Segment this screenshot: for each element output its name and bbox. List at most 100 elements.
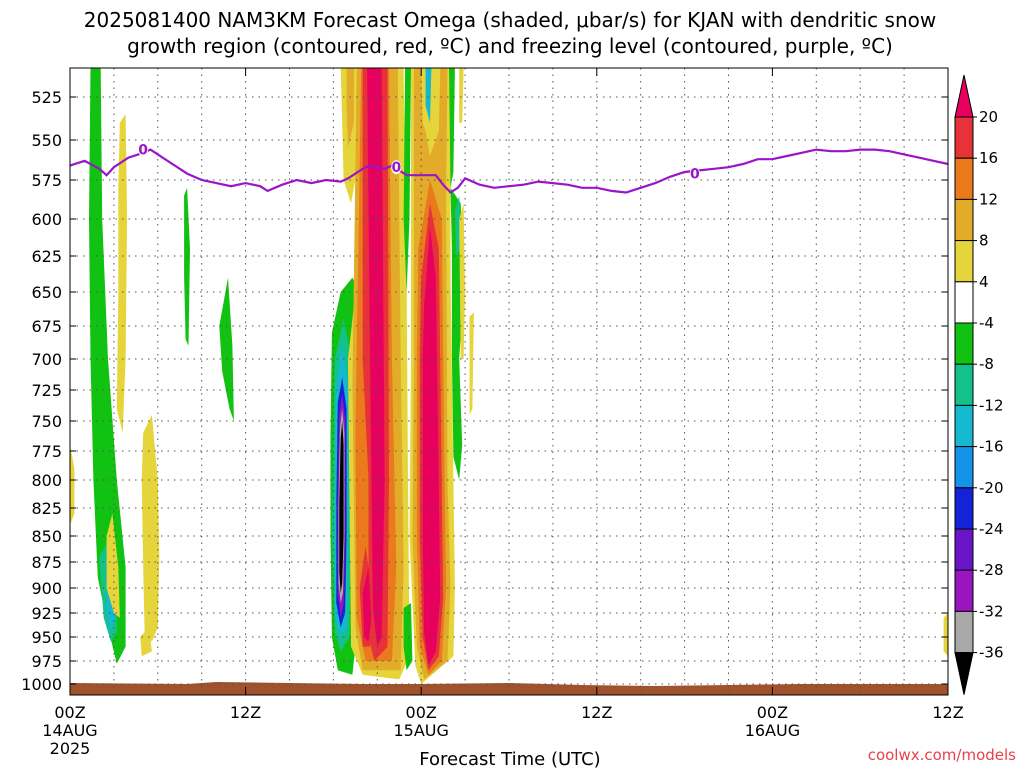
surface-band bbox=[70, 682, 948, 695]
x-tick-label: 12Z bbox=[581, 703, 612, 722]
omega-region bbox=[469, 312, 474, 415]
colorbar-label: 4 bbox=[979, 273, 989, 291]
colorbar-segment bbox=[954, 363, 974, 406]
omega-region bbox=[403, 68, 411, 292]
colorbar-segment bbox=[954, 322, 974, 365]
x-tick-date: 14AUG bbox=[42, 721, 97, 740]
y-tick-label: 675 bbox=[31, 317, 62, 336]
omega-region bbox=[106, 513, 120, 618]
y-tick-label: 825 bbox=[31, 499, 62, 518]
freezing-level-label-bg bbox=[138, 142, 149, 157]
x-tick-label: 12Z bbox=[230, 703, 261, 722]
colorbar-segment bbox=[954, 487, 974, 530]
colorbar: 20 16 12 8 4 -4 -8 -12 -16 -20 -24 -28 -32 -36 bbox=[954, 74, 1004, 695]
omega-region bbox=[459, 68, 464, 123]
grid-lines bbox=[70, 68, 948, 695]
x-tick-date: 16AUG bbox=[745, 721, 800, 740]
omega-region bbox=[339, 421, 344, 593]
y-tick-label: 550 bbox=[31, 131, 62, 150]
y-axis-ticks: 525 550 575 600 625 650 675 700 725 750 775 800 825 8… bbox=[21, 88, 948, 694]
freezing-level-label-bg bbox=[689, 166, 700, 181]
colorbar-label: -16 bbox=[979, 438, 1004, 456]
omega-shading bbox=[70, 68, 948, 684]
x-tick-label: 00Z bbox=[757, 703, 788, 722]
omega-region bbox=[346, 68, 354, 148]
omega-region bbox=[89, 68, 126, 664]
y-tick-label: 525 bbox=[31, 88, 62, 107]
surface-terrain bbox=[70, 682, 948, 695]
omega-region bbox=[70, 445, 75, 525]
y-tick-label: 875 bbox=[31, 553, 62, 572]
omega-region bbox=[140, 627, 152, 657]
colorbar-label: -20 bbox=[979, 479, 1004, 497]
colorbar-segment bbox=[954, 157, 974, 200]
freezing-level-label: 0 bbox=[138, 143, 148, 159]
credit-text: coolwx.com/models bbox=[868, 746, 1016, 764]
y-tick-label: 1000 bbox=[21, 675, 62, 694]
y-tick-label: 900 bbox=[31, 579, 62, 598]
omega-region bbox=[943, 613, 948, 657]
freezing-level-contour: 0 0 0 bbox=[69, 142, 949, 194]
colorbar-label: -36 bbox=[979, 644, 1004, 662]
colorbar-segment bbox=[954, 116, 974, 159]
y-tick-label: 625 bbox=[31, 247, 62, 266]
colorbar-segment bbox=[954, 404, 974, 448]
colorbar-label: 20 bbox=[979, 108, 998, 126]
y-tick-label: 925 bbox=[31, 604, 62, 623]
omega-region bbox=[141, 414, 160, 642]
y-tick-label: 950 bbox=[31, 628, 62, 647]
omega-region bbox=[219, 277, 234, 421]
colorbar-segment bbox=[954, 610, 974, 654]
colorbar-label: 8 bbox=[979, 232, 989, 250]
colorbar-label: -32 bbox=[979, 602, 1004, 620]
plot-frame bbox=[69, 67, 949, 696]
chart-title-line-1: 2025081400 NAM3KM Forecast Omega (shaded… bbox=[84, 8, 936, 32]
omega-region bbox=[116, 114, 128, 433]
omega-region bbox=[362, 567, 372, 642]
freezing-level-line bbox=[69, 148, 949, 194]
colorbar-segment bbox=[954, 240, 974, 283]
colorbar-segment bbox=[954, 198, 974, 242]
colorbar-bottom-arrow bbox=[954, 652, 974, 695]
omega-region bbox=[459, 203, 466, 359]
colorbar-label: -12 bbox=[979, 396, 1004, 414]
colorbar-segment bbox=[954, 569, 974, 612]
y-tick-label: 750 bbox=[31, 412, 62, 431]
x-tick-label: 12Z bbox=[932, 703, 963, 722]
y-tick-label: 700 bbox=[31, 350, 62, 369]
omega-region bbox=[454, 195, 461, 256]
x-tick-label: 00Z bbox=[54, 703, 85, 722]
colorbar-label: -4 bbox=[979, 314, 994, 332]
omega-region bbox=[184, 187, 190, 346]
freezing-level-label: 0 bbox=[690, 167, 700, 183]
omega-region bbox=[367, 68, 385, 647]
freezing-level-label-bg bbox=[391, 160, 402, 175]
colorbar-label: -24 bbox=[979, 520, 1004, 538]
omega-region bbox=[449, 68, 455, 188]
y-tick-label: 850 bbox=[31, 527, 62, 546]
y-tick-label: 600 bbox=[31, 210, 62, 229]
freezing-level-label: 0 bbox=[391, 160, 401, 176]
omega-region bbox=[422, 226, 441, 666]
colorbar-label: 16 bbox=[979, 149, 998, 167]
colorbar-label: -8 bbox=[979, 355, 994, 373]
colorbar-segment bbox=[954, 446, 974, 489]
omega-region bbox=[425, 68, 432, 123]
x-tick-date: 15AUG bbox=[393, 721, 448, 740]
y-tick-label: 725 bbox=[31, 381, 62, 400]
colorbar-segment bbox=[954, 281, 974, 324]
colorbar-top-arrow bbox=[954, 74, 974, 118]
colorbar-segment bbox=[954, 528, 974, 571]
x-tick-year: 2025 bbox=[50, 739, 91, 758]
y-tick-label: 975 bbox=[31, 652, 62, 671]
y-tick-label: 575 bbox=[31, 171, 62, 190]
y-tick-label: 650 bbox=[31, 283, 62, 302]
x-tick-label: 00Z bbox=[406, 703, 437, 722]
colorbar-label: 12 bbox=[979, 190, 998, 208]
y-tick-label: 775 bbox=[31, 442, 62, 461]
chart-title-line-2: growth region (contoured, red, ºC) and f… bbox=[127, 34, 893, 58]
x-axis-label: Forecast Time (UTC) bbox=[419, 749, 600, 768]
colorbar-label: -28 bbox=[979, 561, 1004, 579]
